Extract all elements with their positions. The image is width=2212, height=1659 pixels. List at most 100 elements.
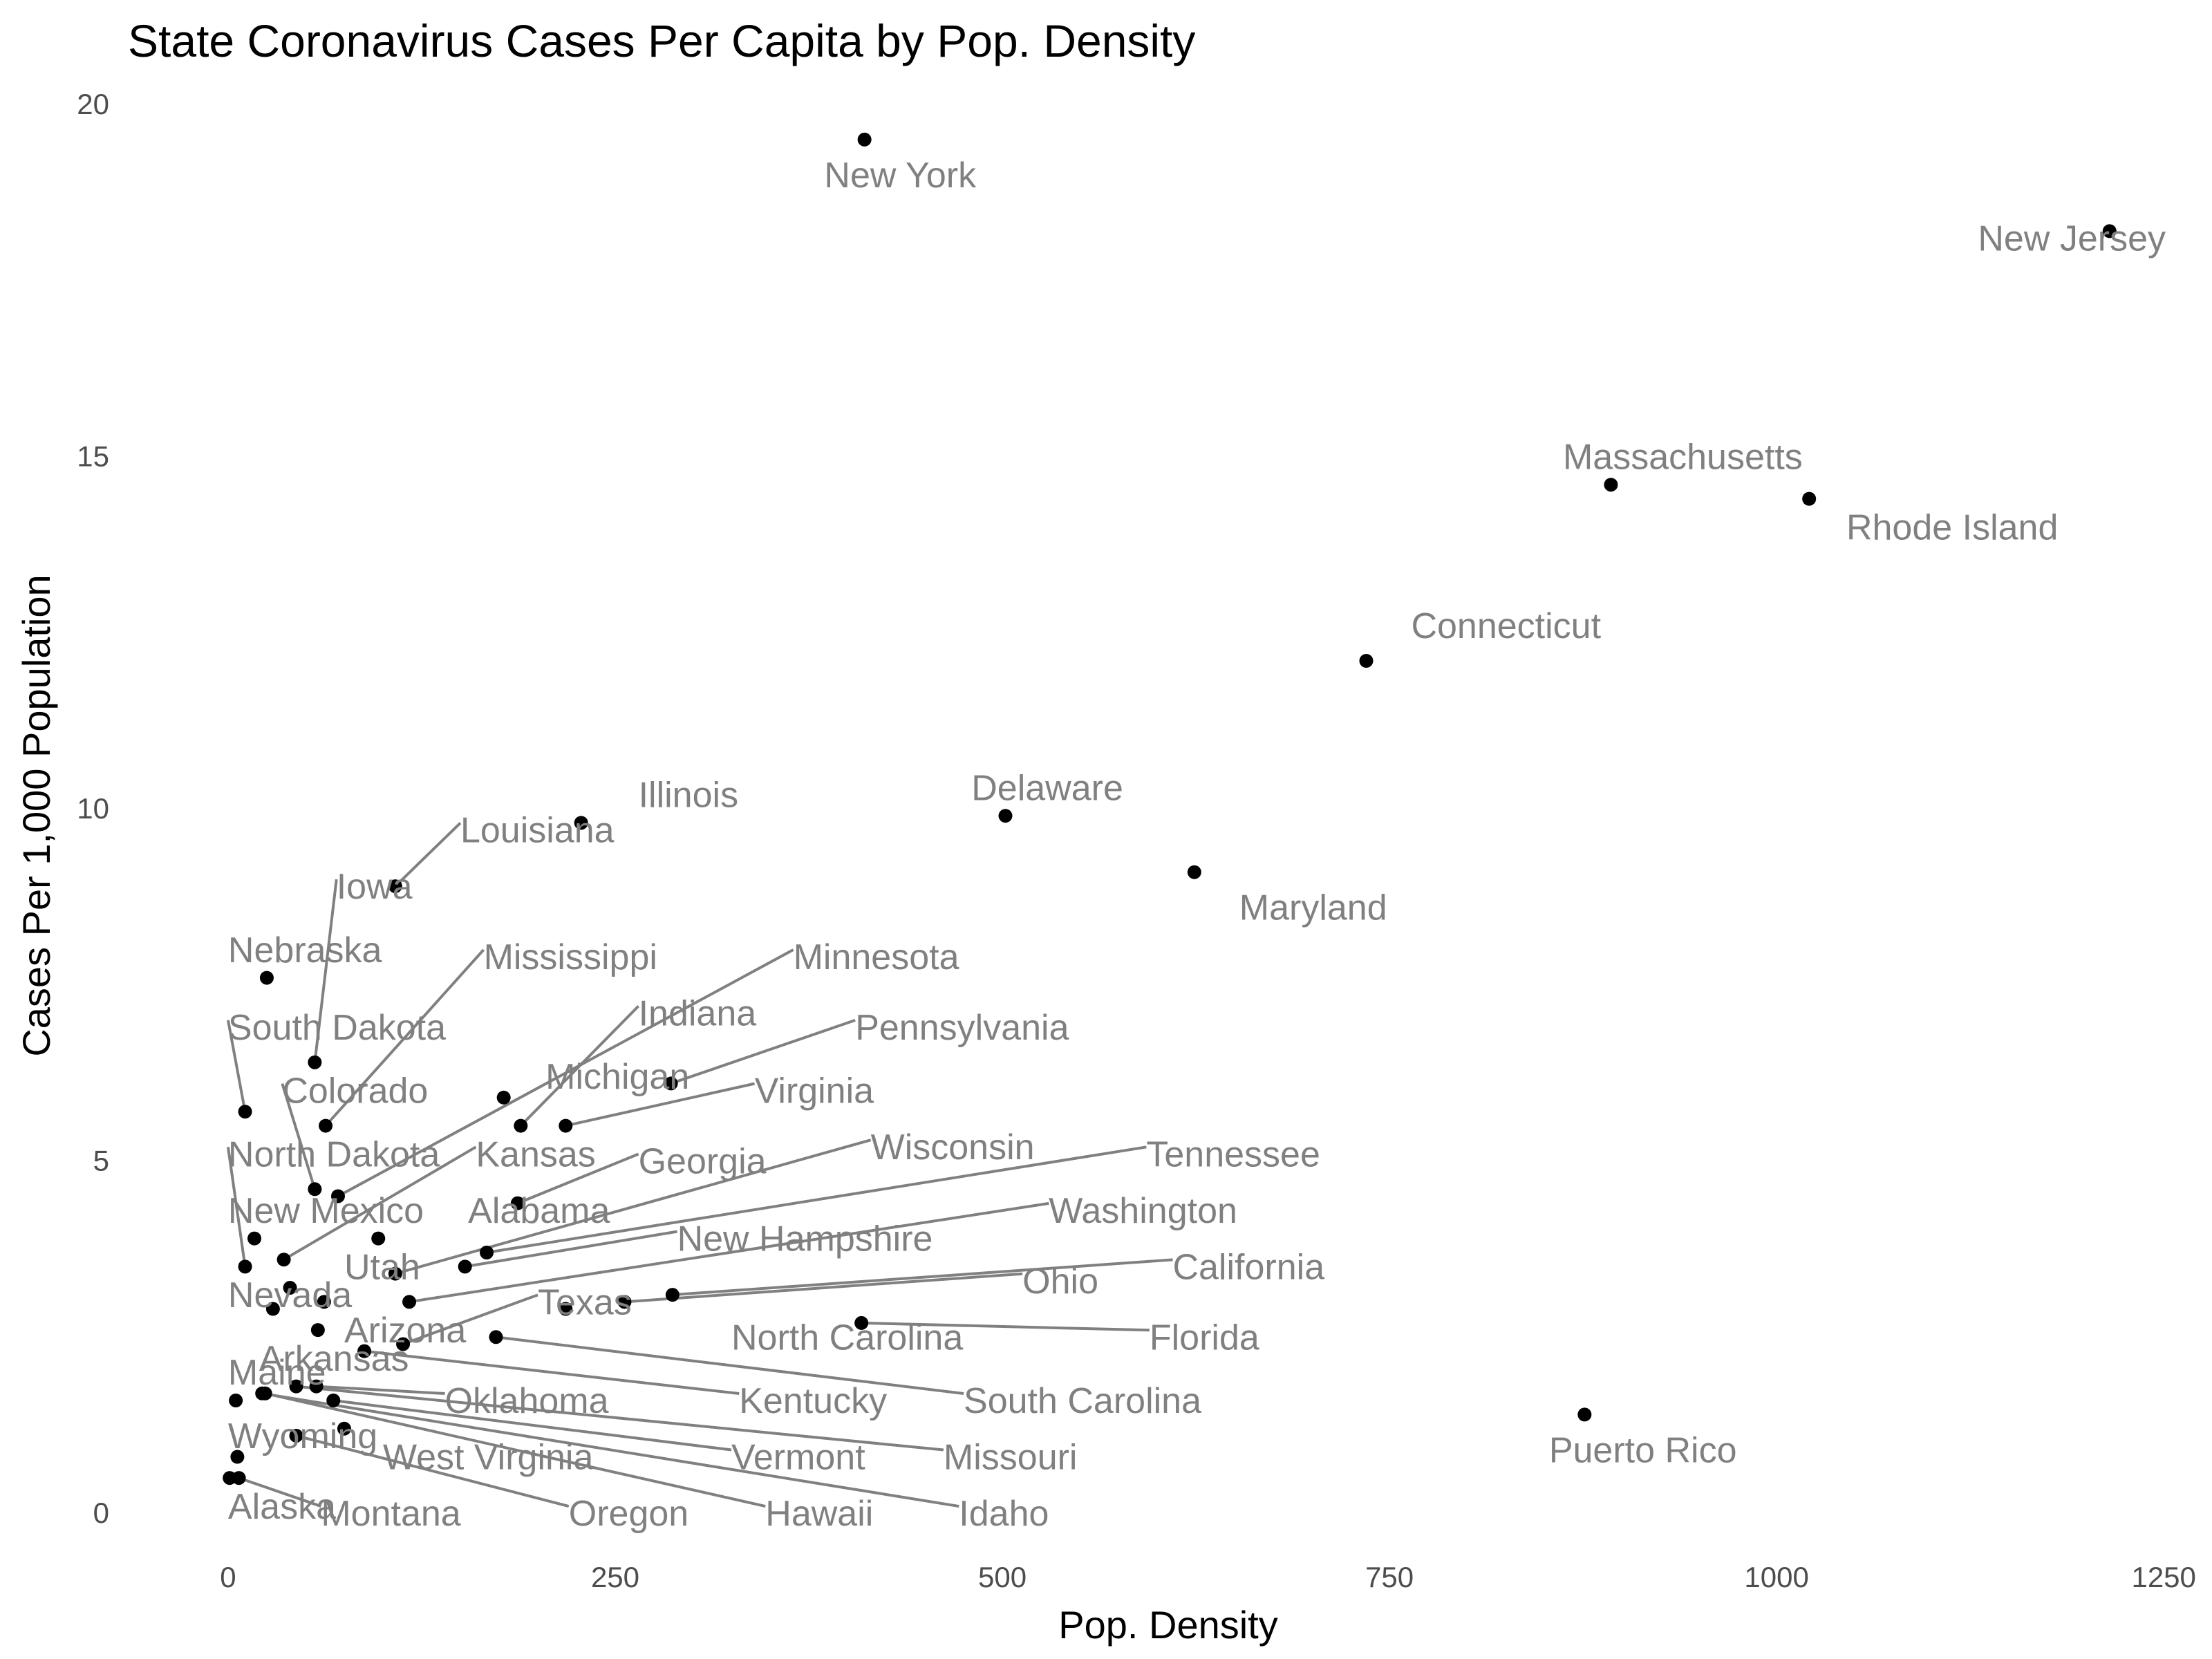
chart-title: State Coronavirus Cases Per Capita by Po… (128, 15, 1195, 66)
leader-line (394, 822, 462, 888)
data-point (665, 1288, 679, 1302)
point-label: Mississippi (484, 937, 657, 977)
point-label: Maryland (1239, 888, 1387, 928)
data-point (510, 1196, 525, 1210)
x-axis-ticks: 0 250 500 750 1000 1250 (220, 1561, 2196, 1593)
point-label: Louisiana (460, 811, 615, 851)
point-label: Virginia (755, 1071, 874, 1112)
point-label: Idaho (959, 1494, 1049, 1534)
data-point (857, 132, 872, 147)
point-label: Alabama (468, 1191, 610, 1231)
y-tick-label: 15 (77, 440, 109, 472)
data-point (308, 1182, 322, 1197)
point-label: Alaska (228, 1487, 336, 1527)
y-tick-label: 10 (77, 792, 109, 825)
point-label: Ohio (1022, 1262, 1098, 1302)
point-label: Maine (228, 1353, 326, 1393)
point-label: Colorado (282, 1071, 428, 1112)
point-label: South Carolina (964, 1381, 1201, 1421)
data-point (396, 1337, 411, 1351)
point-label: Arizona (344, 1311, 466, 1351)
point-label: Michigan (545, 1057, 689, 1097)
leader-line (316, 1385, 445, 1395)
data-point (514, 1118, 528, 1133)
leader-line (281, 1083, 317, 1190)
data-point (276, 1253, 291, 1267)
data-points (223, 132, 2117, 1485)
data-point (664, 1076, 678, 1091)
leader-line (364, 1349, 740, 1395)
data-point (308, 1055, 322, 1069)
x-tick-label: 0 (220, 1561, 236, 1593)
data-point (330, 1189, 345, 1203)
point-label: Wyoming (228, 1416, 377, 1456)
x-tick-label: 500 (978, 1561, 1027, 1593)
data-point (229, 1394, 243, 1407)
point-label: Oklahoma (445, 1381, 609, 1421)
data-point (1604, 478, 1618, 492)
point-label: New Jersey (1978, 219, 2166, 259)
data-point (289, 1379, 303, 1394)
point-label: South Dakota (228, 1008, 446, 1048)
x-tick-label: 1250 (2131, 1561, 2195, 1593)
point-label: Washington (1049, 1191, 1237, 1231)
leader-line (226, 1147, 247, 1267)
y-axis-title: Cases Per 1,000 Population (15, 574, 58, 1056)
point-label: Minnesota (794, 937, 959, 977)
x-axis-title: Pop. Density (1058, 1603, 1278, 1647)
data-point (289, 1428, 303, 1443)
y-tick-label: 0 (93, 1497, 109, 1529)
point-label: Nebraska (228, 930, 382, 971)
x-tick-label: 1000 (1744, 1561, 1808, 1593)
x-tick-label: 250 (591, 1561, 639, 1593)
y-tick-label: 5 (93, 1145, 109, 1177)
data-point (357, 1344, 372, 1358)
point-label: Georgia (639, 1142, 767, 1182)
leader-line (395, 1138, 872, 1275)
point-label: California (1172, 1247, 1324, 1287)
data-point (326, 1394, 341, 1407)
leader-line (324, 948, 485, 1127)
point-label: Wisconsin (871, 1127, 1035, 1168)
data-point (480, 1246, 494, 1259)
data-point (283, 1280, 297, 1295)
leader-line (861, 1321, 1150, 1332)
point-label: Vermont (731, 1438, 865, 1478)
data-point (617, 1295, 632, 1309)
point-label: Oregon (569, 1494, 688, 1534)
leader-line (486, 1145, 1147, 1254)
data-point (458, 1259, 472, 1274)
point-label: Florida (1150, 1318, 1259, 1358)
leader-line (565, 1082, 756, 1127)
data-point (854, 1315, 869, 1330)
leader-line (670, 1019, 856, 1085)
leader-line (265, 1391, 766, 1508)
leader-line (519, 1005, 640, 1127)
point-label: Massachusetts (1563, 437, 1803, 477)
data-point (998, 809, 1013, 823)
point-label: New York (824, 156, 977, 196)
point-label: Utah (344, 1247, 420, 1287)
point-label: Nevada (228, 1275, 352, 1315)
data-point (255, 1386, 270, 1400)
data-point (232, 1471, 246, 1485)
data-point (489, 1330, 503, 1344)
data-point (259, 971, 274, 985)
data-point (388, 1266, 402, 1281)
point-label: Illinois (639, 776, 739, 816)
data-point (238, 1105, 252, 1119)
data-point (265, 1302, 280, 1316)
point-label: Arkansas (259, 1339, 409, 1379)
data-point (337, 1421, 351, 1436)
data-point (230, 1450, 245, 1464)
data-point (559, 1302, 573, 1316)
data-point (1187, 865, 1201, 879)
data-point (559, 1118, 573, 1133)
data-point (247, 1231, 262, 1246)
leader-line (313, 879, 338, 1063)
data-point (309, 1379, 324, 1394)
data-point (310, 1323, 325, 1338)
leader-line (672, 1258, 1173, 1297)
leader-line (261, 1391, 959, 1508)
